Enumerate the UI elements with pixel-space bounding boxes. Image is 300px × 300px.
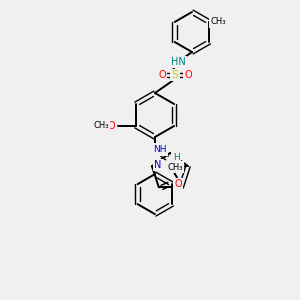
Text: O: O — [158, 70, 166, 80]
Text: N: N — [154, 160, 162, 170]
Text: CH₃: CH₃ — [93, 122, 109, 130]
Text: H: H — [172, 152, 179, 161]
Text: O: O — [184, 70, 192, 80]
Text: CH₃: CH₃ — [167, 163, 183, 172]
Text: N: N — [151, 144, 159, 154]
Text: O: O — [107, 121, 115, 131]
Text: CH₃: CH₃ — [211, 17, 226, 26]
Text: S: S — [171, 70, 178, 80]
Text: NH: NH — [153, 146, 167, 154]
Text: HN: HN — [171, 57, 185, 67]
Text: O: O — [174, 179, 182, 189]
